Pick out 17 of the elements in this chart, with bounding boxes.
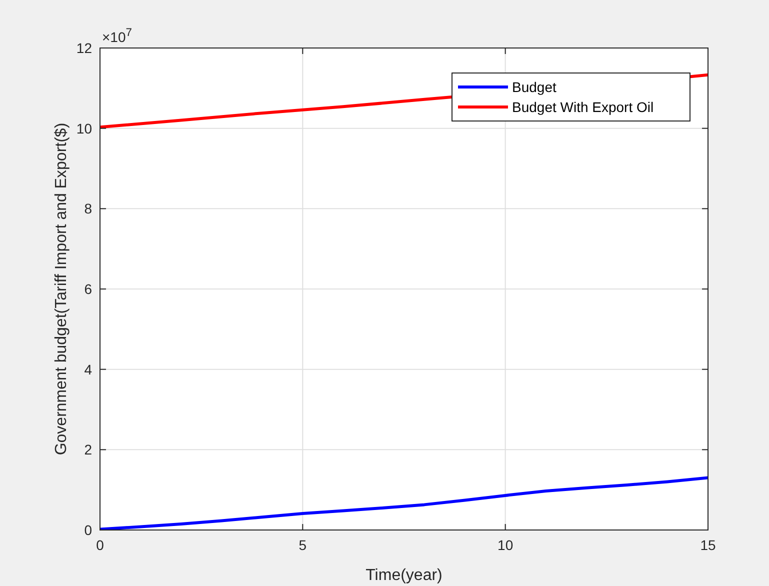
line-series xyxy=(100,476,708,530)
y-tick-label: 12 xyxy=(76,40,92,56)
legend-label: Budget With Export Oil xyxy=(512,99,654,115)
y-axis-title: Government budget(Tariff Import and Export($) xyxy=(53,122,70,456)
x-tick-label: 0 xyxy=(96,537,104,553)
y-tick-label: 0 xyxy=(84,522,92,538)
y-tick-label: 4 xyxy=(84,361,92,378)
y-tick-label: 10 xyxy=(76,120,92,136)
x-tick-label: 15 xyxy=(700,537,716,553)
text: ×10$^{7}$ xyxy=(102,27,132,45)
x-tick-label: 10 xyxy=(498,537,514,553)
y-tick-label: 6 xyxy=(84,281,92,297)
legend-label: Budget xyxy=(512,79,556,95)
y-tick-label: 2 xyxy=(84,442,92,458)
x-axis-title: Time(year) xyxy=(366,567,442,584)
x-tick-label: 5 xyxy=(298,537,307,553)
y-tick-label: 8 xyxy=(84,200,92,217)
